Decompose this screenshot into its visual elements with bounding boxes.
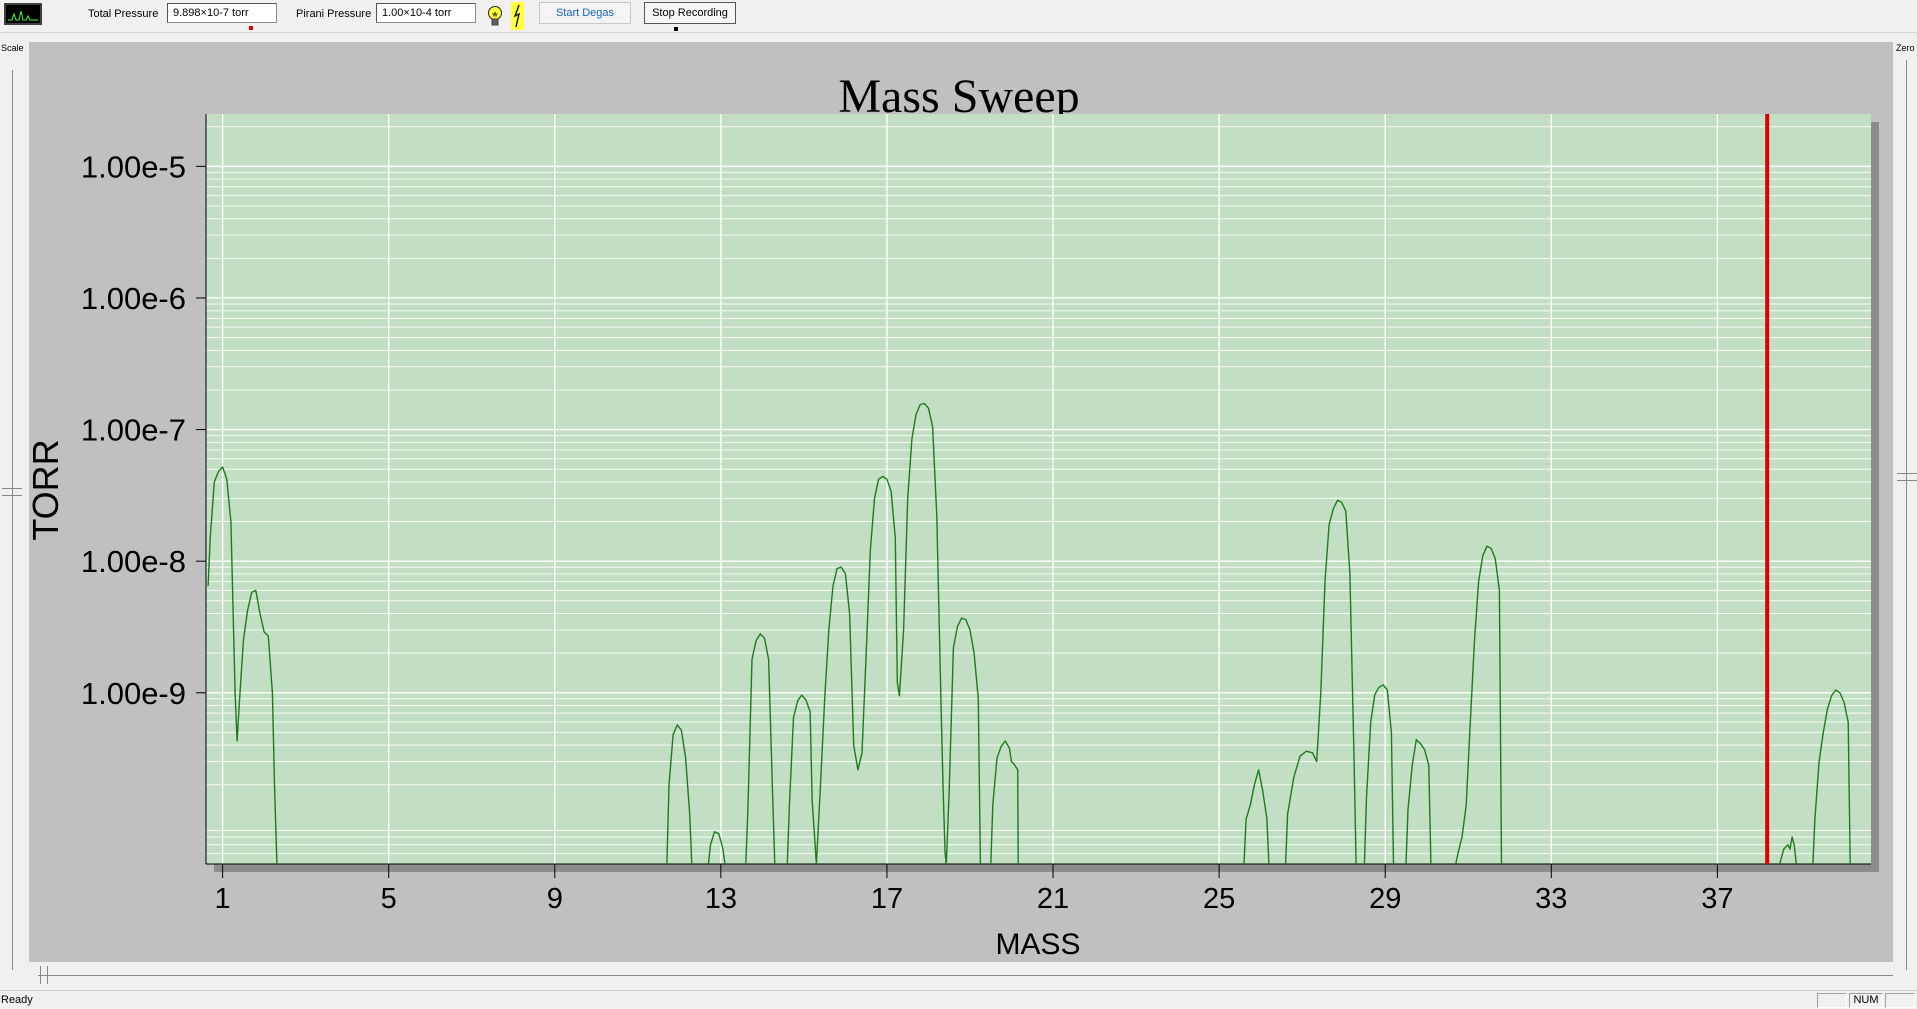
status-pane-empty-2 bbox=[1885, 993, 1915, 1008]
status-pane-empty bbox=[1817, 993, 1847, 1008]
mass-sweep-chart: Mass Sweep 1.00e-5 1.00e-6 1.00e-7 1.00e-8 1… bbox=[29, 42, 1893, 962]
sweep-trace-segment-5 bbox=[815, 402, 947, 865]
sweep-trace-segment-2 bbox=[707, 831, 726, 865]
scale-slider-track[interactable] bbox=[12, 70, 13, 970]
sweep-trace-segment-3 bbox=[745, 633, 776, 865]
zero-slider-track[interactable] bbox=[1906, 60, 1907, 970]
sweep-trace-segment-11 bbox=[1405, 739, 1432, 865]
y-tick-label: 1.00e-8 bbox=[81, 544, 186, 579]
x-tick-label: 17 bbox=[871, 883, 903, 915]
spectrum-icon[interactable] bbox=[4, 3, 42, 25]
y-tick-label: 1.00e-7 bbox=[81, 413, 186, 448]
x-tick-label: 9 bbox=[547, 883, 563, 915]
y-tick-label: 1.00e-6 bbox=[81, 281, 186, 316]
x-tick-label: 13 bbox=[705, 883, 737, 915]
sweep-trace-segment-4 bbox=[786, 694, 818, 865]
pirani-pressure-field: 1.00×10-4 torr bbox=[376, 3, 476, 23]
sweep-trace-segment-8 bbox=[1243, 769, 1270, 865]
x-tick-label: 33 bbox=[1535, 883, 1567, 915]
sweep-trace-segment-7 bbox=[990, 740, 1019, 865]
status-bar: Ready NUM bbox=[0, 990, 1917, 1009]
y-tick-label: 1.00e-9 bbox=[81, 676, 186, 711]
sweep-trace-segment-14 bbox=[1812, 689, 1851, 865]
total-pressure-label: Total Pressure bbox=[88, 8, 159, 20]
status-text: Ready bbox=[1, 994, 33, 1006]
pirani-pressure-label: Pirani Pressure bbox=[296, 8, 372, 20]
start-degas-button[interactable]: Start Degas bbox=[539, 2, 631, 24]
plot-background bbox=[206, 114, 1871, 864]
y-axis-label: TORR bbox=[29, 439, 66, 540]
sweep-trace-segment-1 bbox=[666, 724, 693, 865]
filament-lamp-icon[interactable] bbox=[487, 2, 503, 32]
recording-indicator bbox=[674, 27, 678, 31]
x-tick-label: 37 bbox=[1701, 883, 1733, 915]
emission-icon[interactable] bbox=[511, 2, 524, 30]
sweep-trace-segment-9 bbox=[1284, 499, 1357, 865]
x-tick-label: 25 bbox=[1203, 883, 1235, 915]
y-tick-label: 1.00e-5 bbox=[81, 149, 186, 184]
sweep-trace-segment-10 bbox=[1363, 684, 1395, 865]
x-tick-label: 21 bbox=[1037, 883, 1069, 915]
sweep-trace-segment-6 bbox=[945, 617, 982, 865]
x-tick-label: 5 bbox=[381, 883, 397, 915]
sweep-trace-segment-13 bbox=[1779, 836, 1797, 865]
zero-slider-thumb[interactable] bbox=[1897, 473, 1917, 481]
plot-area: 1.00e-5 1.00e-6 1.00e-7 1.00e-8 1.00e-9 1 5 9 13… bbox=[81, 114, 1879, 915]
scale-slider-thumb[interactable] bbox=[2, 488, 22, 496]
num-lock-indicator: NUM bbox=[1849, 993, 1883, 1008]
scale-label: Scale bbox=[1, 43, 24, 53]
zero-label: Zero bbox=[1896, 43, 1915, 53]
toolbar: Total Pressure 9.898×10-7 torr Pirani Pr… bbox=[0, 0, 1917, 33]
sweep-trace-segment-12 bbox=[1455, 545, 1503, 865]
horizontal-range-thumb[interactable] bbox=[40, 966, 48, 984]
x-axis-label: MASS bbox=[995, 928, 1080, 961]
x-tick-label: 1 bbox=[215, 883, 231, 915]
x-tick-label: 29 bbox=[1369, 883, 1401, 915]
stop-recording-button[interactable]: Stop Recording bbox=[644, 2, 736, 24]
sweep-trace-segment-0 bbox=[207, 466, 278, 865]
chart-canvas: Mass Sweep 1.00e-51.00e-61.00e-71.00e-81… bbox=[29, 70, 1879, 961]
horizontal-range-track[interactable] bbox=[38, 975, 1893, 976]
total-pressure-indicator bbox=[249, 26, 253, 30]
total-pressure-field: 9.898×10-7 torr bbox=[167, 3, 277, 23]
